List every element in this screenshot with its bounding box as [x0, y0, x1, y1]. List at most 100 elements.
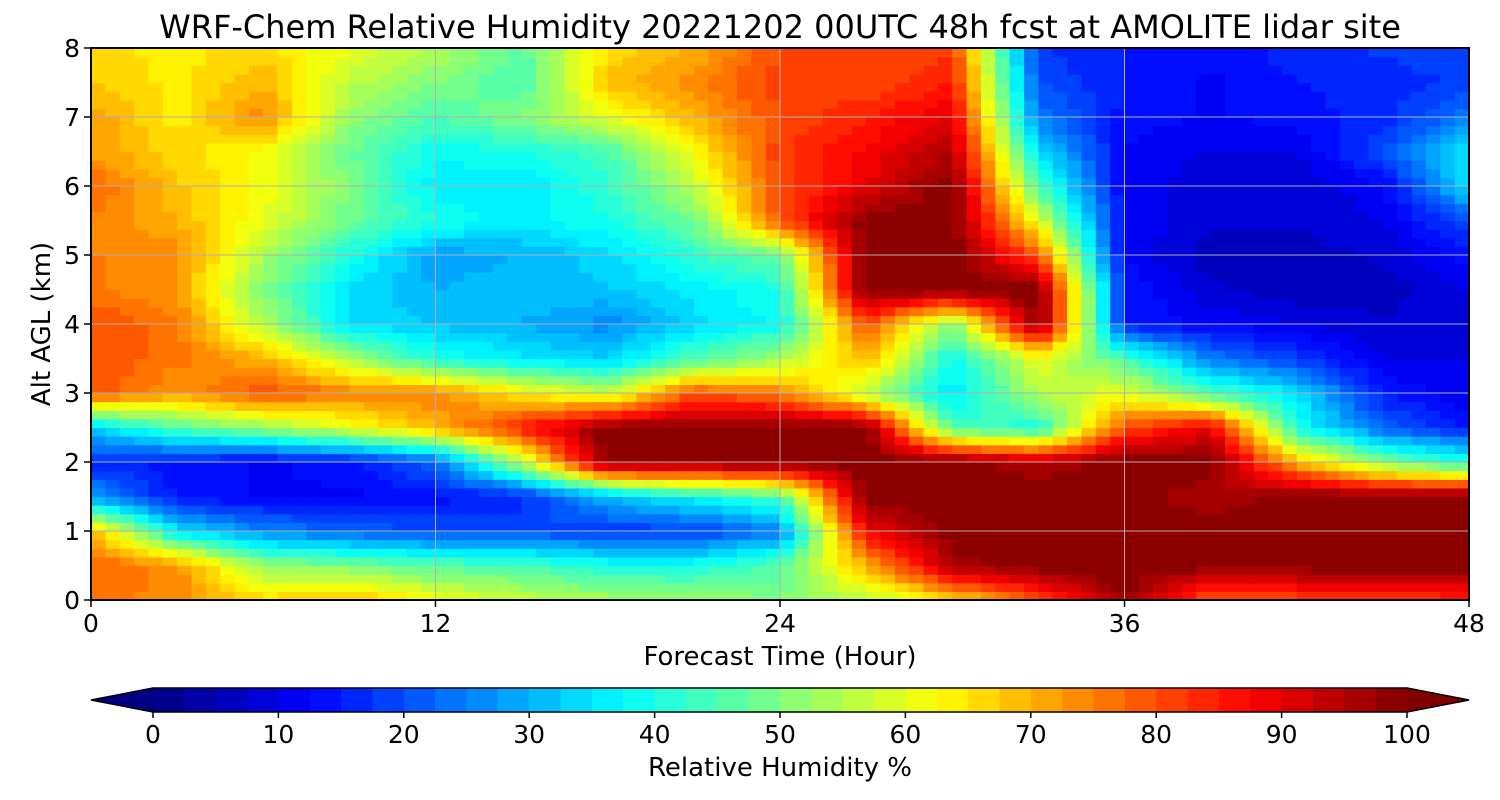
- heatmap-cell: [1311, 211, 1327, 222]
- heatmap-cell: [636, 384, 652, 394]
- heatmap-cell: [248, 487, 264, 498]
- heatmap-cell: [1282, 444, 1298, 454]
- heatmap-cell: [1425, 341, 1441, 351]
- heatmap-cell: [421, 289, 437, 299]
- heatmap-cell: [1253, 470, 1269, 480]
- heatmap-cell: [1253, 237, 1269, 247]
- heatmap-cell: [1167, 574, 1183, 584]
- heatmap-cell: [1411, 565, 1427, 575]
- heatmap-cell: [579, 177, 594, 187]
- heatmap-cell: [507, 315, 523, 325]
- heatmap-cell: [693, 418, 709, 429]
- heatmap-cell: [851, 220, 867, 230]
- heatmap-cell: [234, 298, 250, 308]
- heatmap-cell: [966, 513, 982, 523]
- heatmap-cell: [550, 548, 566, 558]
- heatmap-cell: [406, 298, 422, 308]
- heatmap-cell: [1296, 522, 1312, 532]
- heatmap-cell: [363, 384, 379, 394]
- heatmap-cell: [378, 203, 394, 213]
- heatmap-cell: [1196, 522, 1212, 532]
- heatmap-cell: [1239, 487, 1255, 498]
- heatmap-cell: [579, 349, 594, 360]
- heatmap-cell: [980, 160, 996, 170]
- heatmap-cell: [937, 151, 953, 161]
- heatmap-cell: [1339, 367, 1355, 377]
- heatmap-cell: [1296, 444, 1312, 454]
- heatmap-cell: [277, 186, 293, 196]
- heatmap-cell: [449, 194, 465, 204]
- heatmap-cell: [937, 436, 953, 446]
- heatmap-cell: [1354, 289, 1370, 299]
- heatmap-cell: [794, 470, 810, 480]
- heatmap-cell: [980, 177, 996, 187]
- heatmap-cell: [564, 565, 580, 575]
- heatmap-cell: [650, 211, 666, 222]
- heatmap-cell: [722, 186, 738, 196]
- heatmap-cell: [650, 539, 666, 549]
- heatmap-cell: [665, 272, 681, 282]
- heatmap-cell: [1110, 548, 1126, 558]
- heatmap-cell: [335, 324, 350, 334]
- heatmap-cell: [579, 513, 594, 523]
- heatmap-cell: [894, 393, 910, 403]
- heatmap-cell: [478, 349, 494, 360]
- heatmap-cell: [1311, 332, 1327, 342]
- heatmap-cell: [1138, 539, 1154, 549]
- heatmap-cell: [148, 160, 164, 170]
- heatmap-cell: [1110, 531, 1126, 541]
- heatmap-cell: [1454, 203, 1469, 213]
- heatmap-cell: [119, 237, 135, 247]
- heatmap-cell: [1009, 280, 1025, 291]
- heatmap-cell: [823, 444, 839, 454]
- heatmap-cell: [105, 168, 121, 178]
- heatmap-cell: [191, 237, 207, 247]
- heatmap-cell: [1138, 487, 1154, 498]
- heatmap-cell: [622, 211, 638, 222]
- heatmap-cell: [535, 186, 551, 196]
- heatmap-cell: [1440, 539, 1456, 549]
- heatmap-cell: [808, 289, 824, 299]
- heatmap-cell: [205, 255, 221, 265]
- heatmap-cell: [205, 582, 221, 592]
- heatmap-cell: [162, 203, 178, 213]
- heatmap-cell: [177, 436, 193, 446]
- heatmap-cell: [119, 349, 135, 360]
- heatmap-cell: [478, 298, 494, 308]
- heatmap-cell: [722, 160, 738, 170]
- heatmap-cell: [363, 168, 379, 178]
- heatmap-cell: [823, 436, 839, 446]
- heatmap-cell: [564, 341, 580, 351]
- heatmap-cell: [1425, 522, 1441, 532]
- heatmap-cell: [693, 177, 709, 187]
- heatmap-cell: [435, 358, 451, 368]
- heatmap-cell: [234, 220, 250, 230]
- heatmap-cell: [679, 436, 695, 446]
- heatmap-cell: [894, 306, 910, 316]
- heatmap-cell: [1224, 298, 1240, 308]
- heatmap-cell: [1038, 418, 1054, 429]
- heatmap-cell: [1440, 487, 1456, 498]
- heatmap-cell: [119, 151, 135, 161]
- heatmap-cell: [492, 289, 508, 299]
- heatmap-cell: [894, 427, 910, 437]
- heatmap-cell: [1382, 237, 1398, 247]
- heatmap-cell: [306, 522, 322, 532]
- heatmap-cell: [1181, 263, 1197, 273]
- heatmap-cell: [105, 306, 121, 316]
- heatmap-cell: [1425, 177, 1441, 187]
- heatmap-cell: [421, 315, 437, 325]
- heatmap-cell: [1153, 186, 1169, 196]
- heatmap-cell: [593, 237, 609, 247]
- heatmap-cell: [650, 151, 666, 161]
- heatmap-cell: [492, 591, 508, 600]
- heatmap-cell: [1153, 203, 1169, 213]
- heatmap-cell: [1425, 591, 1441, 600]
- heatmap-cell: [1138, 324, 1154, 334]
- heatmap-cell: [579, 211, 594, 222]
- heatmap-cell: [1210, 556, 1226, 567]
- heatmap-cell: [507, 496, 523, 506]
- heatmap-cell: [277, 280, 293, 291]
- heatmap-cell: [291, 496, 307, 506]
- heatmap-cell: [119, 358, 135, 368]
